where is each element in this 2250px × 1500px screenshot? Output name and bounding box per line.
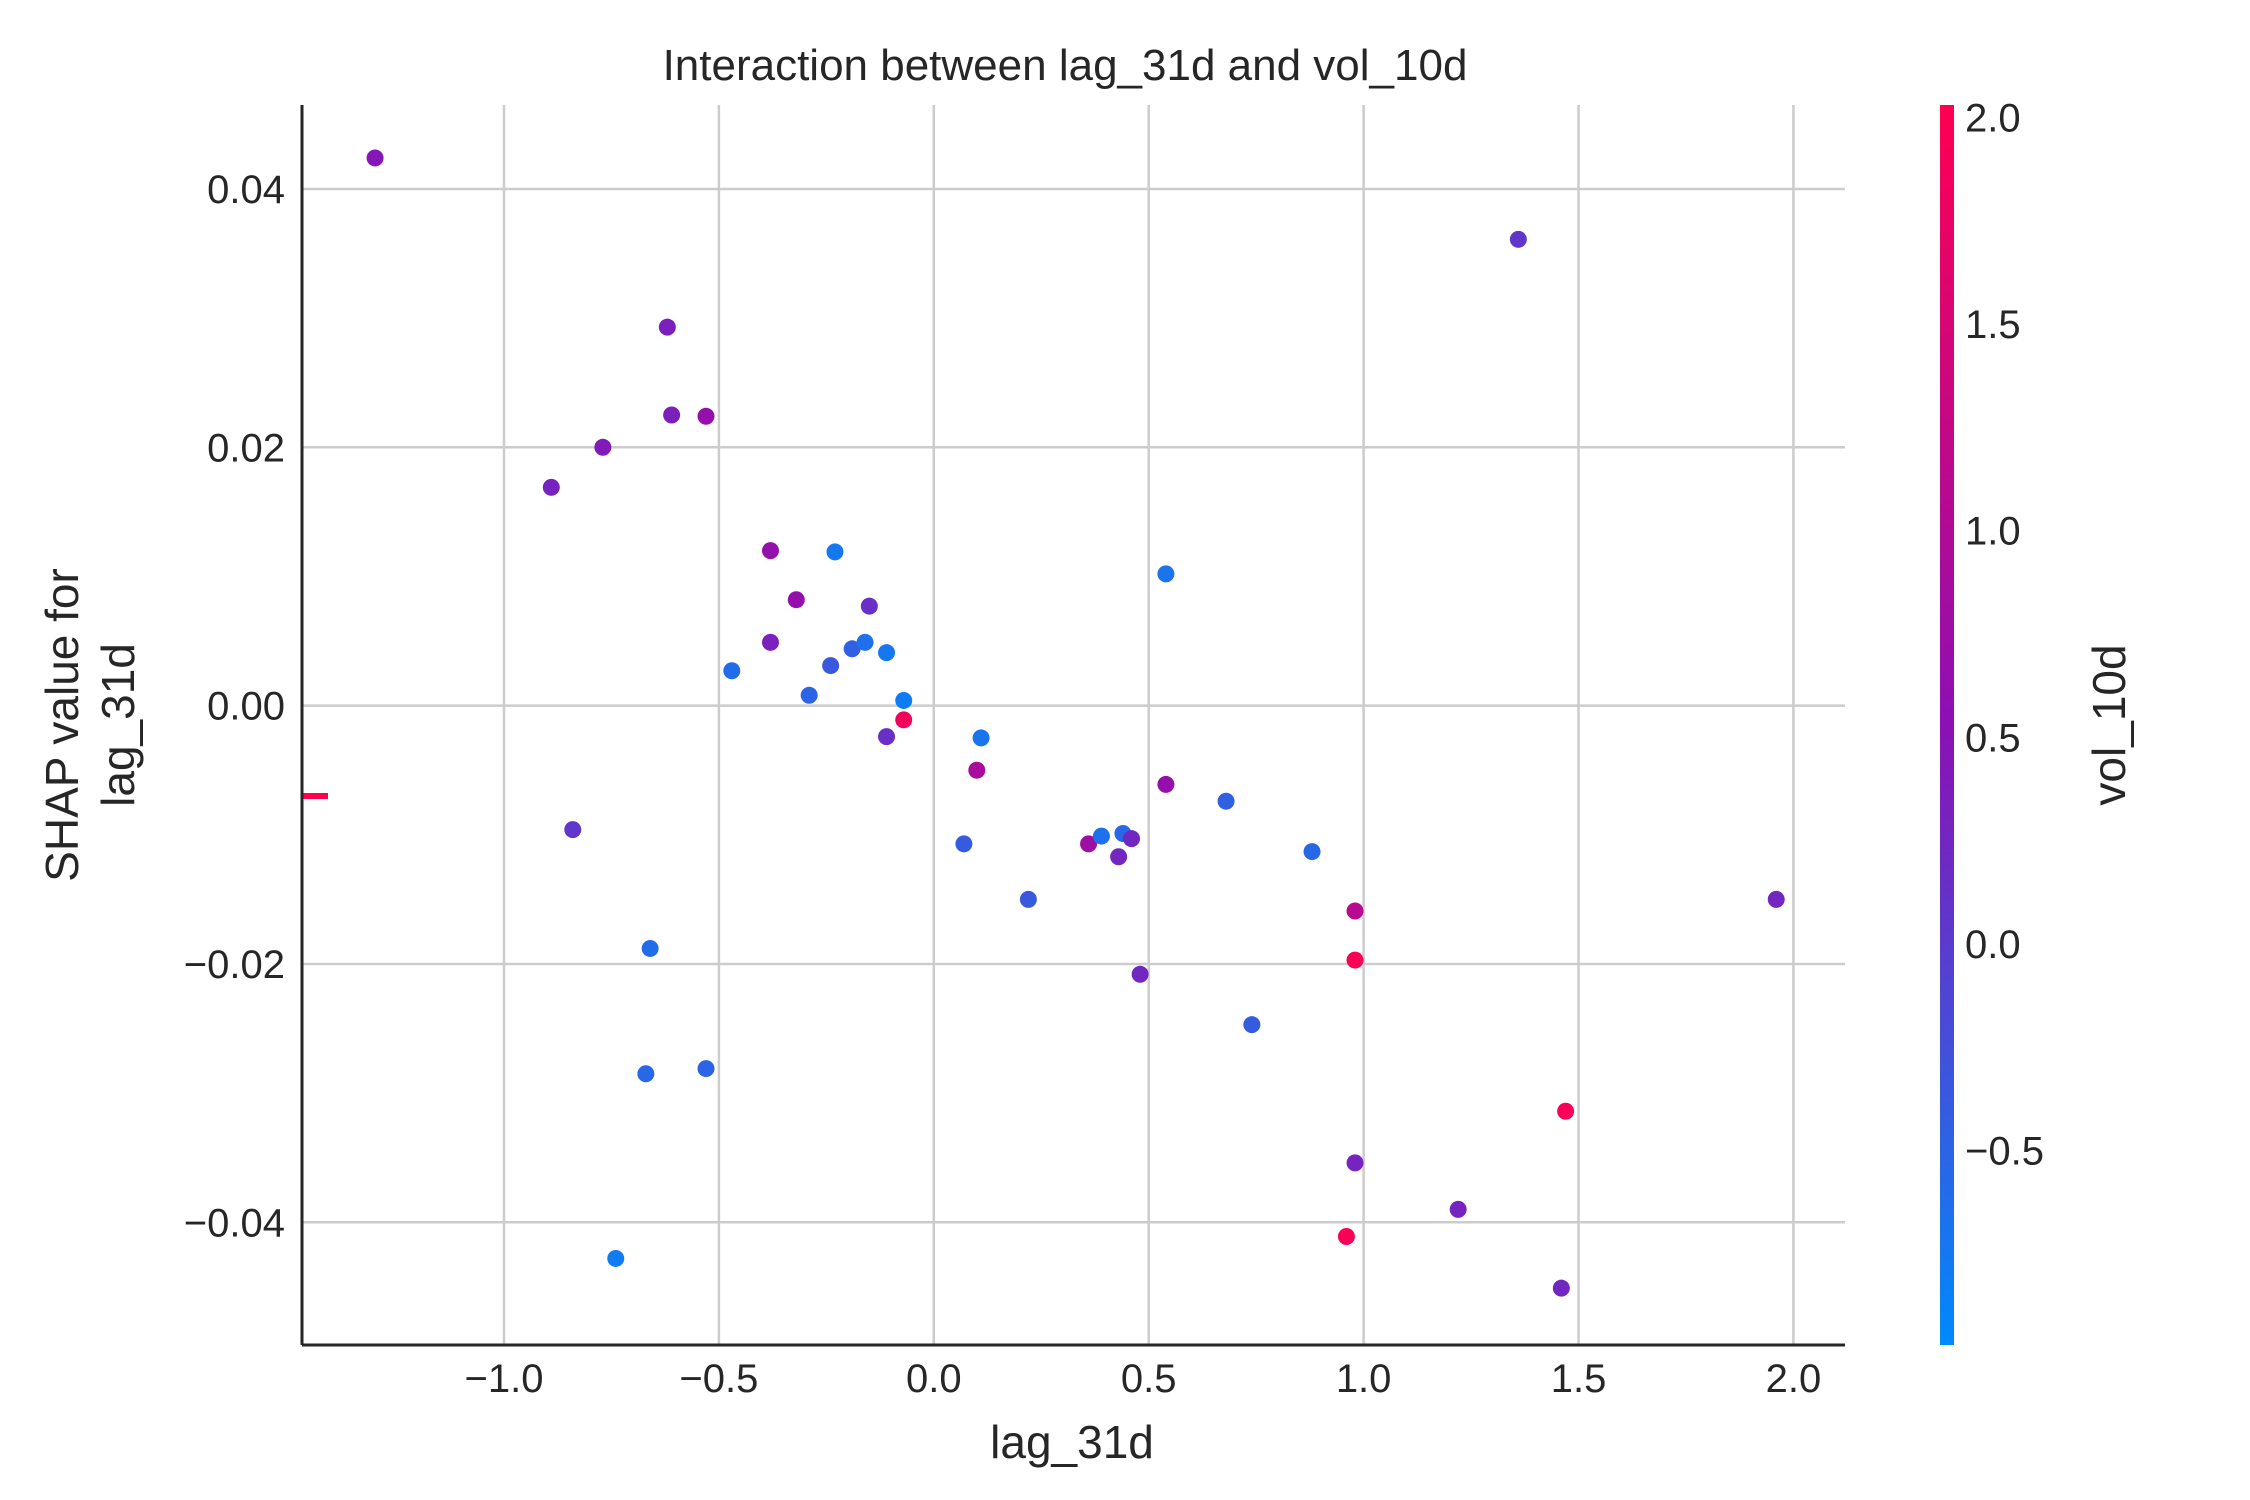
scatter-point [968, 761, 986, 779]
y-axis-label: SHAP value for lag_31d [36, 568, 144, 882]
y-tick-labels: 0.04 0.02 0.00 −0.02 −0.04 [184, 168, 285, 1245]
scatter-point [761, 633, 779, 651]
scatter-point [697, 407, 715, 425]
x-axis-label: lag_31d [990, 1416, 1154, 1468]
y-tick-label: 0.00 [207, 685, 285, 729]
y-tick-label: −0.02 [184, 943, 285, 987]
scatter-point [1557, 1102, 1575, 1120]
scatter-point [787, 591, 805, 609]
scatter-point [607, 1249, 625, 1267]
colorbar-tick-labels: 2.0 1.5 1.0 0.5 0.0 −0.5 [1965, 96, 2044, 1173]
x-tick-labels: −1.0 −0.5 0.0 0.5 1.0 1.5 2.0 [465, 1357, 1822, 1401]
scatter-point [366, 149, 384, 167]
scatter-point [1092, 827, 1110, 845]
scatter-point [895, 691, 913, 709]
colorbar-tick-label: 2.0 [1965, 96, 2021, 140]
scatter-point [1509, 230, 1527, 248]
scatter-point [697, 1060, 715, 1078]
scatter-point [1303, 843, 1321, 861]
colorbar-tick-label: 1.5 [1965, 303, 2021, 347]
scatter-point [663, 406, 681, 424]
x-tick-label: 0.0 [906, 1357, 962, 1401]
scatter-point [1552, 1279, 1570, 1297]
scatter-point [1346, 1154, 1364, 1172]
colorbar-tick-label: −0.5 [1965, 1130, 2044, 1174]
scatter-point [1019, 890, 1037, 908]
colorbar-tick-label: 0.5 [1965, 716, 2021, 760]
colorbar-label: vol_10d [2083, 644, 2135, 805]
colorbar-tick-label: 0.0 [1965, 923, 2021, 967]
scatter-point [542, 478, 560, 496]
scatter-point [972, 729, 990, 747]
scatter-point [822, 657, 840, 675]
y-axis-label-line-2: lag_31d [92, 643, 144, 807]
x-tick-label: 1.0 [1336, 1357, 1392, 1401]
x-tick-label: 0.5 [1121, 1357, 1177, 1401]
scatter-point [1157, 775, 1175, 793]
scatter-point [1217, 792, 1235, 810]
scatter-point [1337, 1228, 1355, 1245]
scatter-point [1080, 835, 1098, 853]
scatter-point [878, 644, 896, 662]
chart-title: Interaction between lag_31d and vol_10d [663, 41, 1468, 90]
scatter-point [641, 939, 659, 957]
scatter-point [723, 662, 741, 680]
scatter-point [1767, 890, 1785, 908]
x-tick-label: −0.5 [679, 1357, 758, 1401]
x-tick-label: 2.0 [1766, 1357, 1822, 1401]
y-tick-label: −0.04 [184, 1201, 285, 1245]
scatter-point [658, 318, 676, 336]
grid [302, 105, 1845, 1345]
x-tick-label: 1.5 [1551, 1357, 1607, 1401]
scatter-point [637, 1065, 655, 1083]
x-tick-label: −1.0 [465, 1357, 544, 1401]
scatter-point [564, 821, 582, 839]
scatter-point [843, 640, 861, 658]
scatter-point [1346, 951, 1364, 969]
y-tick-label: 0.02 [207, 426, 285, 470]
scatter-point [1131, 965, 1149, 983]
scatter-point [1449, 1200, 1467, 1218]
scatter-point [955, 835, 973, 853]
scatter-point [860, 597, 878, 615]
scatter-point [1110, 848, 1128, 866]
scatter-point [800, 686, 818, 704]
scatter-point [594, 438, 612, 456]
scatter-point [761, 542, 779, 560]
scatter-point [895, 711, 913, 729]
scatter-point [856, 633, 874, 651]
y-axis-label-line-1: SHAP value for [36, 568, 88, 882]
scatter-point [1243, 1016, 1261, 1034]
y-tick-label: 0.04 [207, 168, 285, 212]
colorbar [1940, 105, 1954, 1345]
colorbar-tick-label: 1.0 [1965, 510, 2021, 554]
scatter-points [366, 149, 1785, 1297]
scatter-point [1123, 830, 1141, 848]
scatter-point [878, 728, 896, 746]
scatter-point [826, 543, 844, 561]
scatter-point [1346, 902, 1364, 920]
scatter-point [1157, 565, 1175, 583]
